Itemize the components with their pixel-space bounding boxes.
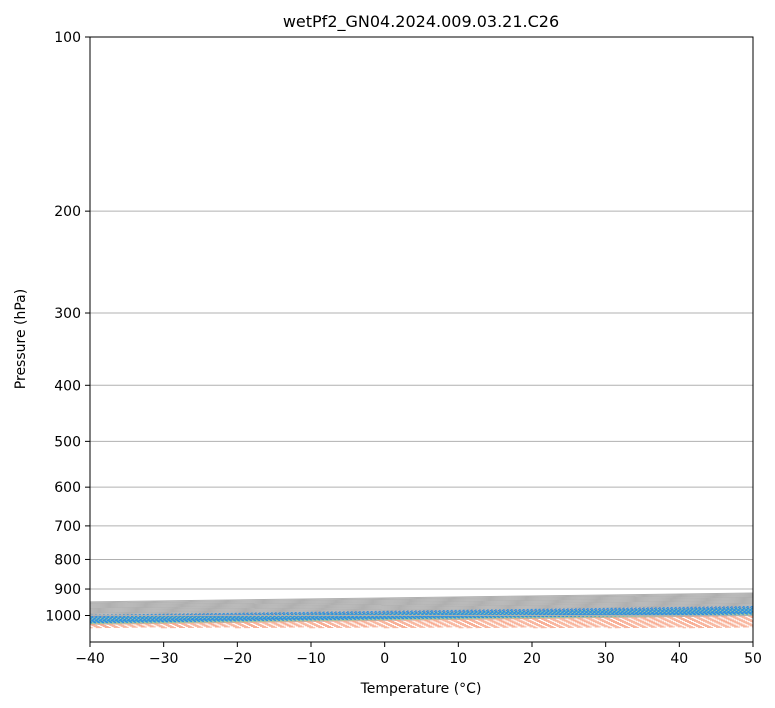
x-tick-label: 20 <box>523 651 541 667</box>
y-tick-label: 900 <box>54 582 81 598</box>
y-axis: 100 200 300 400 500 600 700 800 900 1000 <box>45 30 90 625</box>
y-tick-label: 100 <box>54 30 81 46</box>
x-tick-label: −10 <box>296 651 326 667</box>
y-tick-label: 800 <box>54 552 81 568</box>
y-tick-label: 500 <box>54 434 81 450</box>
x-tick-label: 10 <box>449 651 467 667</box>
chart-title: wetPf2_GN04.2024.009.03.21.C26 <box>283 12 559 32</box>
y-axis-label: Pressure (hPa) <box>13 289 29 389</box>
x-tick-label: 50 <box>744 651 762 667</box>
y-tick-label: 300 <box>54 306 81 322</box>
x-tick-label: −20 <box>223 651 253 667</box>
y-tick-label: 400 <box>54 378 81 394</box>
x-tick-label: 40 <box>670 651 688 667</box>
y-tick-label: 1000 <box>45 609 81 625</box>
x-tick-label: 30 <box>597 651 615 667</box>
y-tick-label: 200 <box>54 204 81 220</box>
x-tick-label: 0 <box>380 651 389 667</box>
x-tick-label: −30 <box>149 651 179 667</box>
pressure-gridlines <box>90 37 753 616</box>
x-axis: −40 −30 −20 −10 0 10 20 30 40 50 <box>75 642 762 667</box>
y-tick-label: 700 <box>54 519 81 535</box>
y-tick-label: 600 <box>54 480 81 496</box>
x-tick-label: −40 <box>75 651 105 667</box>
x-axis-label: Temperature (°C) <box>360 681 482 697</box>
plot-frame <box>89 36 754 643</box>
